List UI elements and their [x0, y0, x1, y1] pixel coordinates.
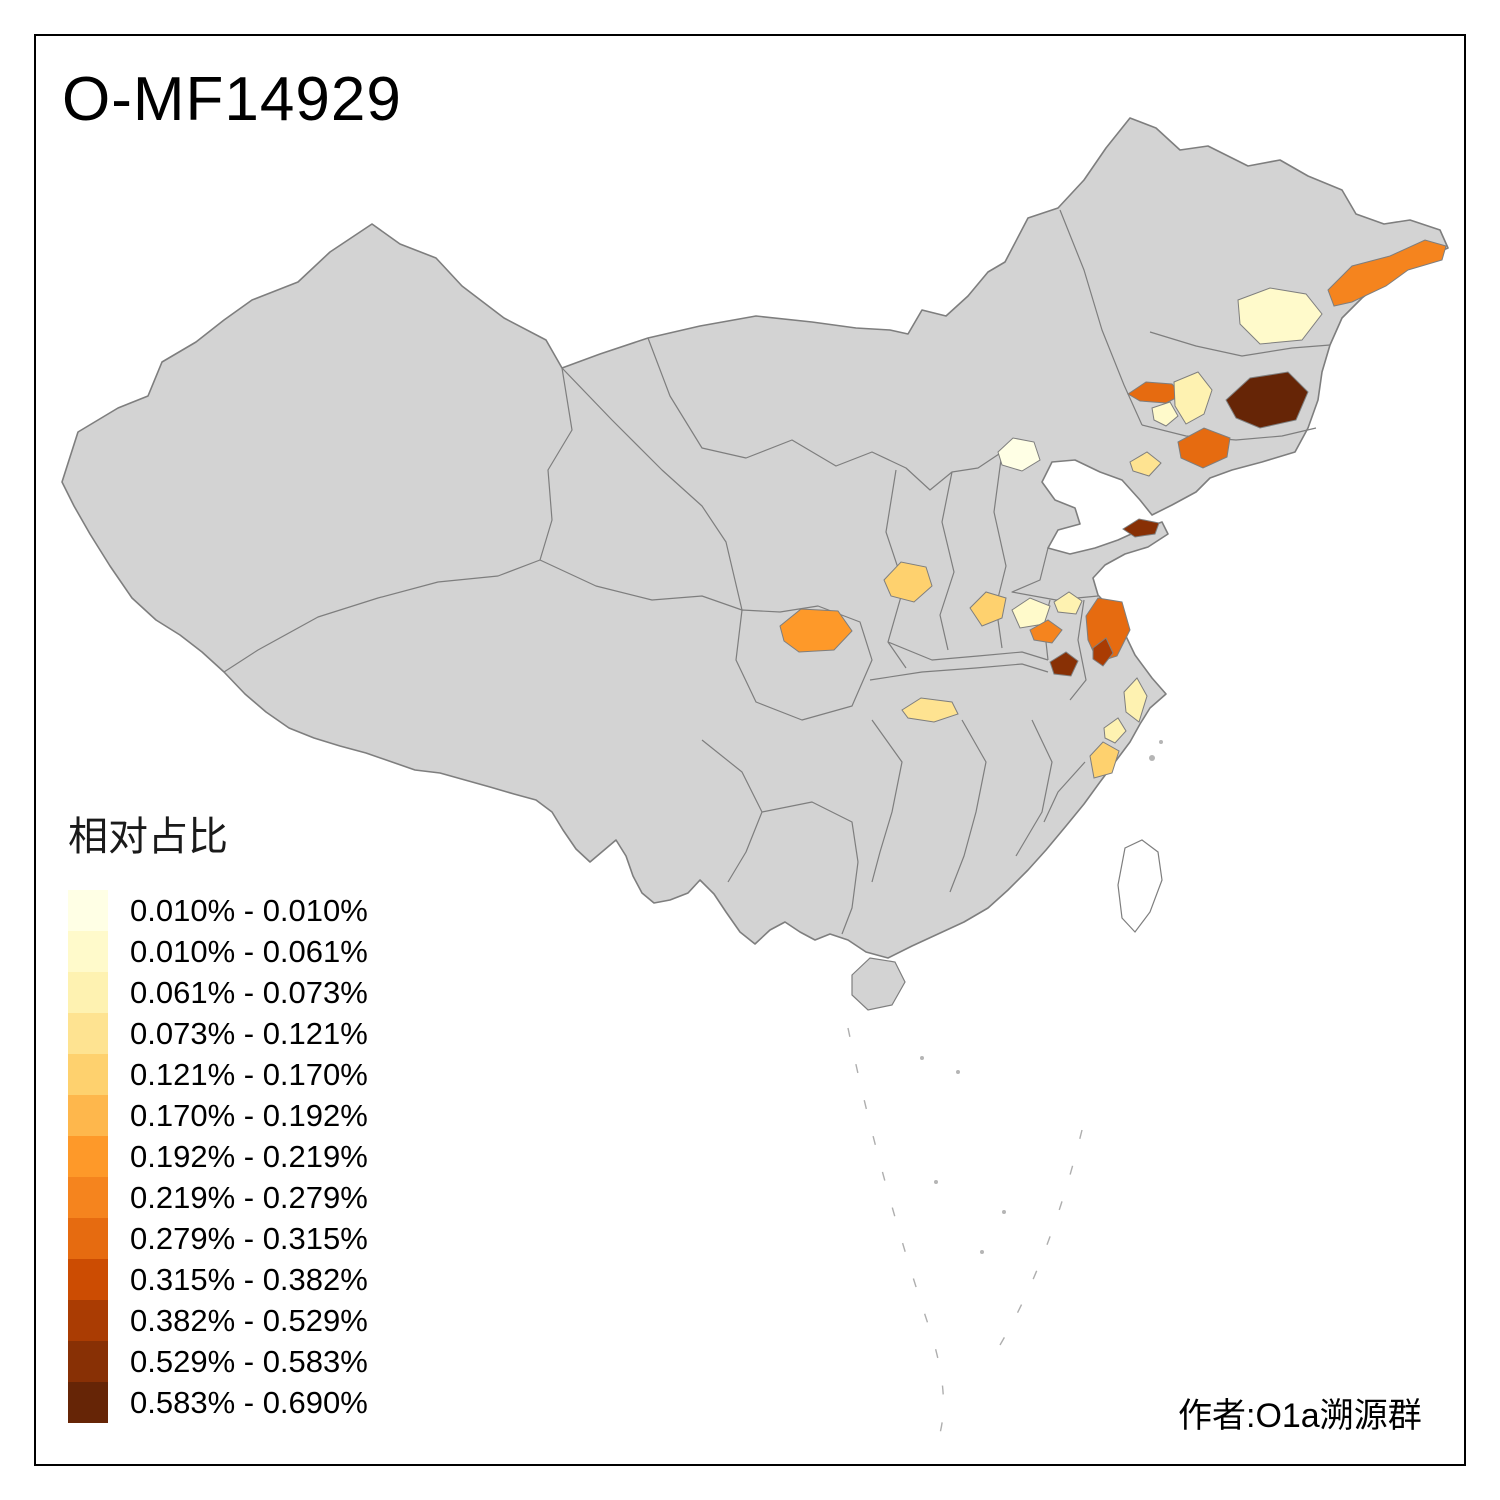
legend-entry: 0.382% - 0.529% — [68, 1300, 368, 1341]
map-region — [883, 561, 933, 603]
map-region — [1151, 401, 1179, 427]
legend-label: 0.170% - 0.192% — [130, 1097, 368, 1133]
map-region — [1029, 619, 1063, 644]
map-region — [1089, 741, 1120, 779]
legend-swatch — [68, 1136, 108, 1177]
map-region — [997, 437, 1041, 472]
hainan-island — [851, 957, 906, 1011]
map-region — [1122, 518, 1160, 538]
author-credit: 作者:O1a溯源群 — [1178, 1397, 1422, 1435]
legend-entry: 0.121% - 0.170% — [68, 1054, 368, 1095]
legend-entry: 0.010% - 0.061% — [68, 931, 368, 972]
map-region — [969, 591, 1007, 627]
map-region — [1123, 677, 1148, 723]
legend-entry: 0.279% - 0.315% — [68, 1218, 368, 1259]
sea-islets — [920, 740, 1163, 1254]
legend-entry: 0.315% - 0.382% — [68, 1259, 368, 1300]
legend-label: 0.315% - 0.382% — [130, 1261, 368, 1297]
legend-swatch — [68, 1382, 108, 1423]
legend-label: 0.010% - 0.061% — [130, 933, 368, 969]
map-region — [1225, 371, 1309, 429]
page-title: O-MF14929 — [62, 65, 402, 134]
legend-swatch — [68, 1095, 108, 1136]
map-region — [1173, 371, 1213, 425]
legend-label: 0.583% - 0.690% — [130, 1384, 368, 1420]
legend-entry: 0.170% - 0.192% — [68, 1095, 368, 1136]
legend-label: 0.529% - 0.583% — [130, 1343, 368, 1379]
legend-label: 0.073% - 0.121% — [130, 1015, 368, 1051]
legend-label: 0.382% - 0.529% — [130, 1302, 368, 1338]
legend-swatch — [68, 1259, 108, 1300]
legend-entry: 0.192% - 0.219% — [68, 1136, 368, 1177]
legend-swatch — [68, 1013, 108, 1054]
legend: 相对占比 0.010% - 0.010% 0.010% - 0.061% 0.061… — [68, 804, 368, 1423]
legend-label: 0.010% - 0.010% — [130, 892, 368, 928]
legend-entry: 0.219% - 0.279% — [68, 1177, 368, 1218]
legend-swatch — [68, 1341, 108, 1382]
legend-swatch — [68, 1300, 108, 1341]
map-region — [1011, 597, 1051, 629]
map-regions — [779, 239, 1447, 779]
legend-title: 相对占比 — [68, 815, 228, 859]
map-region — [1177, 427, 1231, 469]
map-region — [1092, 637, 1114, 667]
legend-label: 0.121% - 0.170% — [130, 1056, 368, 1092]
map-region — [779, 608, 853, 653]
plot-frame — [34, 34, 1466, 1466]
legend-entry: 0.529% - 0.583% — [68, 1341, 368, 1382]
legend-swatch — [68, 1054, 108, 1095]
legend-swatch — [68, 890, 108, 931]
legend-entry: 0.073% - 0.121% — [68, 1013, 368, 1054]
legend-entry: 0.583% - 0.690% — [68, 1382, 368, 1423]
map-region — [1327, 239, 1447, 307]
legend-entry: 0.010% - 0.010% — [68, 890, 368, 931]
map-region — [1049, 651, 1079, 677]
legend-label: 0.219% - 0.279% — [130, 1179, 368, 1215]
nine-dash-line — [847, 1027, 1083, 1441]
map-region — [901, 697, 959, 723]
legend-label: 0.061% - 0.073% — [130, 974, 368, 1010]
legend-entry: 0.061% - 0.073% — [68, 972, 368, 1013]
legend-swatch — [68, 931, 108, 972]
legend-swatch — [68, 972, 108, 1013]
taiwan-island — [1117, 839, 1163, 933]
map-region — [1129, 451, 1162, 477]
legend-swatch — [68, 1177, 108, 1218]
map-region — [1103, 717, 1127, 744]
legend-label: 0.279% - 0.315% — [130, 1220, 368, 1256]
legend-swatch — [68, 1218, 108, 1259]
map-region — [1237, 287, 1323, 345]
legend-label: 0.192% - 0.219% — [130, 1138, 368, 1174]
legend-entries: 0.010% - 0.010% 0.010% - 0.061% 0.061% - 0… — [68, 890, 368, 1423]
map-region — [1053, 591, 1083, 615]
